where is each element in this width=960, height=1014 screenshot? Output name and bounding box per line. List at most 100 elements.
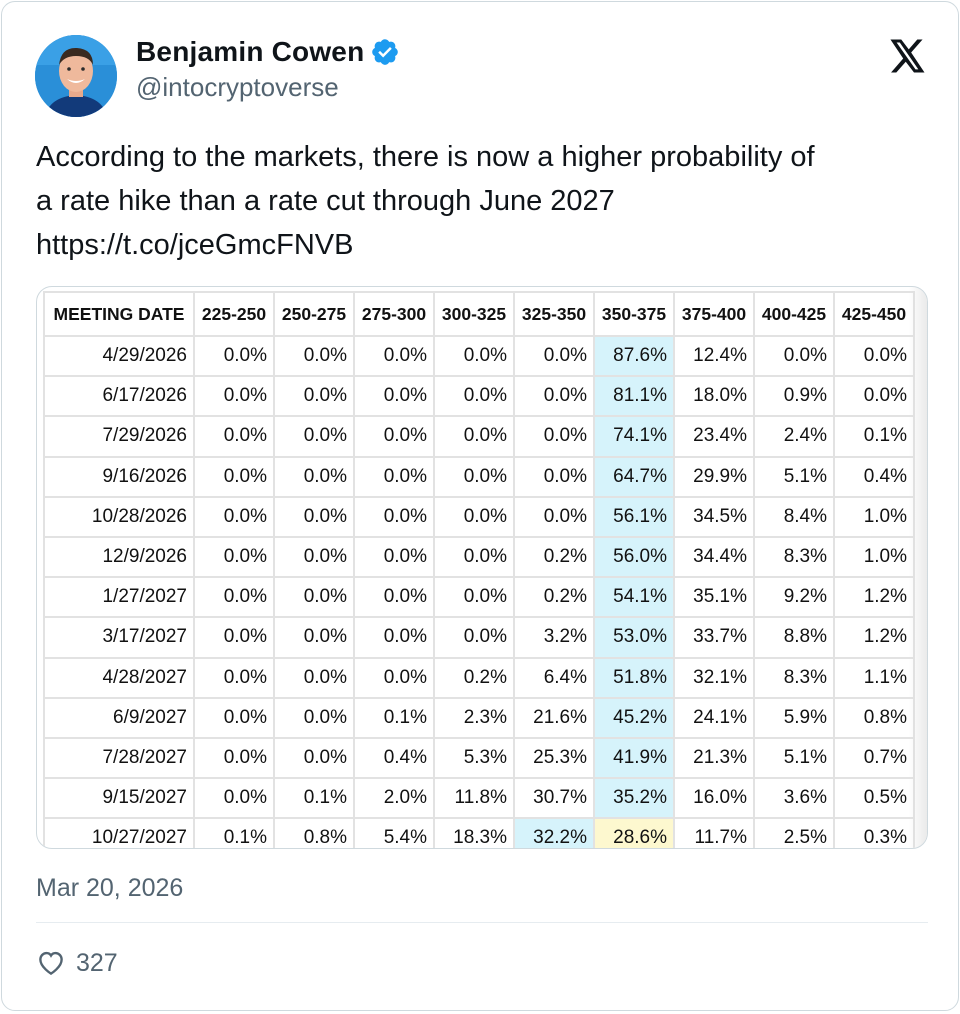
probability-cell: 54.1% [593, 576, 675, 619]
column-header-range: 225-250 [193, 291, 275, 337]
probability-cell: 1.2% [833, 616, 915, 659]
probability-cell: 0.8% [273, 817, 355, 848]
probability-cell: 2.0% [353, 777, 435, 820]
meeting-date-cell: 7/29/2026 [43, 415, 195, 458]
probability-cell: 25.3% [513, 736, 595, 780]
probability-cell: 0.0% [193, 777, 275, 820]
probability-cell: 0.9% [753, 375, 835, 418]
tweet-text-line: a rate hike than a rate cut through June… [36, 185, 615, 217]
probability-cell: 0.0% [193, 375, 275, 418]
author-handle[interactable]: @intocryptoverse [136, 72, 339, 102]
meeting-date-cell: 7/28/2027 [43, 736, 195, 780]
probability-cell: 45.2% [593, 696, 675, 739]
tweet-media-image[interactable]: MEETING DATE 225-250 250-275 275-300 300-32… [36, 286, 928, 849]
probability-cell: 29.9% [673, 455, 755, 498]
meeting-date-cell: 10/27/2027 [43, 817, 195, 848]
probability-cell: 0.4% [833, 455, 915, 498]
probability-cell: 0.2% [513, 576, 595, 619]
probability-cell: 0.0% [433, 415, 515, 458]
probability-cell: 0.0% [433, 334, 515, 378]
probability-cell: 0.0% [513, 375, 595, 418]
column-header-range: 400-425 [753, 291, 835, 337]
column-header-range: 250-275 [273, 291, 355, 337]
meeting-date-cell: 9/15/2027 [43, 777, 195, 820]
probability-cell: 5.9% [753, 696, 835, 739]
probability-cell: 0.0% [193, 656, 275, 699]
probability-cell: 0.0% [513, 415, 595, 458]
probability-cell: 0.0% [353, 334, 435, 378]
probability-cell: 23.4% [673, 415, 755, 458]
probability-cell: 12.4% [673, 334, 755, 378]
probability-cell: 5.1% [753, 455, 835, 498]
like-button[interactable]: 327 [36, 948, 118, 978]
probability-cell: 0.5% [833, 777, 915, 820]
avatar-photo [35, 35, 117, 117]
x-logo-icon[interactable] [890, 39, 926, 73]
author-avatar[interactable] [35, 35, 117, 117]
probability-cell: 32.2% [513, 817, 595, 848]
probability-cell: 0.0% [513, 495, 595, 538]
probability-cell: 5.3% [433, 736, 515, 780]
probability-cell: 0.1% [193, 817, 275, 848]
probability-cell: 28.6% [593, 817, 675, 848]
probability-cell: 0.0% [353, 576, 435, 619]
probability-cell: 1.2% [833, 576, 915, 619]
probability-cell: 0.0% [433, 535, 515, 579]
table-row: 12/9/2026 0.0% 0.0% 0.0% 0.0% 0.2% 56.0% 34.4% 8… [43, 535, 915, 579]
column-header-range: 425-450 [833, 291, 915, 337]
table-row: 1/27/2027 0.0% 0.0% 0.0% 0.0% 0.2% 54.1% 35.1% 9… [43, 576, 915, 619]
probability-cell: 0.0% [273, 616, 355, 659]
probability-cell: 16.0% [673, 777, 755, 820]
probability-cell: 3.2% [513, 616, 595, 659]
probability-cell: 74.1% [593, 415, 675, 458]
tweet-text: According to the markets, there is now a… [36, 135, 926, 267]
probability-cell: 81.1% [593, 375, 675, 418]
probability-cell: 1.0% [833, 495, 915, 538]
probability-cell: 0.8% [833, 696, 915, 739]
probability-cell: 0.0% [433, 375, 515, 418]
column-header-range: 325-350 [513, 291, 595, 337]
probability-cell: 0.1% [833, 415, 915, 458]
meeting-date-cell: 6/9/2027 [43, 696, 195, 739]
probability-cell: 3.6% [753, 777, 835, 820]
meeting-date-cell: 4/28/2027 [43, 656, 195, 699]
table-row: 7/29/2026 0.0% 0.0% 0.0% 0.0% 0.0% 74.1% 23.4% 2… [43, 415, 915, 458]
probability-cell: 0.2% [513, 535, 595, 579]
probability-cell: 0.0% [193, 495, 275, 538]
table-row: 4/28/2027 0.0% 0.0% 0.0% 0.2% 6.4% 51.8% 32.1% 8… [43, 656, 915, 699]
table-row: 9/16/2026 0.0% 0.0% 0.0% 0.0% 0.0% 64.7% 29.9% 5… [43, 455, 915, 498]
probability-cell: 0.0% [193, 334, 275, 378]
column-header-meeting-date: MEETING DATE [43, 291, 195, 337]
probability-cell: 0.0% [273, 495, 355, 538]
probability-cell: 0.0% [353, 375, 435, 418]
table-row: 6/17/2026 0.0% 0.0% 0.0% 0.0% 0.0% 81.1% 18.0% 0… [43, 375, 915, 418]
probability-cell: 21.3% [673, 736, 755, 780]
table-row: 10/28/2026 0.0% 0.0% 0.0% 0.0% 0.0% 56.1% 34.5%… [43, 495, 915, 538]
scroll-edge-shadow [909, 287, 927, 848]
column-header-range: 300-325 [433, 291, 515, 337]
table-row: 10/27/2027 0.1% 0.8% 5.4% 18.3% 32.2% 28.6% 11.… [43, 817, 915, 848]
probability-cell: 87.6% [593, 334, 675, 378]
probability-cell: 0.0% [193, 616, 275, 659]
probability-cell: 8.8% [753, 616, 835, 659]
table-row: 3/17/2027 0.0% 0.0% 0.0% 0.0% 3.2% 53.0% 33.7% 8… [43, 616, 915, 659]
probability-cell: 24.1% [673, 696, 755, 739]
probability-cell: 0.0% [513, 334, 595, 378]
probability-cell: 30.7% [513, 777, 595, 820]
table-row: 4/29/2026 0.0% 0.0% 0.0% 0.0% 0.0% 87.6% 12.4% 0… [43, 334, 915, 378]
author-name[interactable]: Benjamin Cowen [136, 36, 365, 67]
probability-cell: 0.0% [193, 455, 275, 498]
column-header-range: 350-375 [593, 291, 675, 337]
author-name-row[interactable]: Benjamin Cowen [136, 36, 400, 68]
tweet-link[interactable]: https://t.co/jceGmcFNVB [36, 229, 354, 261]
probability-cell: 41.9% [593, 736, 675, 780]
probability-cell: 0.0% [353, 455, 435, 498]
meeting-date-cell: 6/17/2026 [43, 375, 195, 418]
tweet-date[interactable]: Mar 20, 2026 [36, 874, 184, 902]
probability-cell: 0.0% [833, 334, 915, 378]
probability-cell: 0.0% [273, 415, 355, 458]
probability-cell: 0.0% [273, 656, 355, 699]
probability-cell: 0.3% [833, 817, 915, 848]
probability-cell: 34.4% [673, 535, 755, 579]
